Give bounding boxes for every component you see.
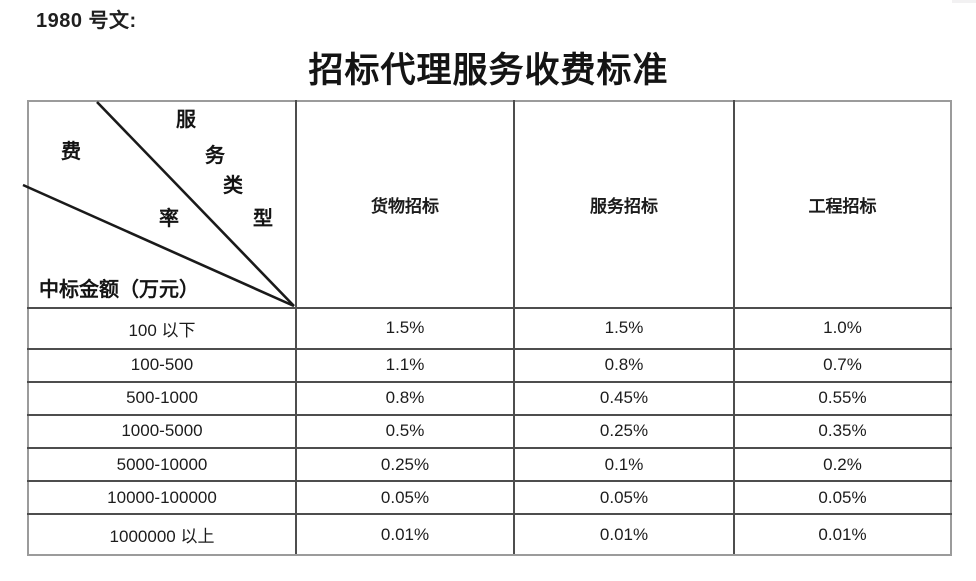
fee-value-cell: 0.25% <box>295 447 515 483</box>
fee-value-cell: 0.05% <box>513 480 735 516</box>
fee-value-cell: 0.01% <box>295 513 515 556</box>
fee-value-cell: 1.1% <box>295 347 515 383</box>
doc-ref: 1980 号文: <box>36 10 137 32</box>
service-type-label-char: 务 <box>205 145 225 167</box>
fee-value-cell: 0.55% <box>733 380 952 416</box>
table-row: 10000-100000 0.05% 0.05% 0.05% <box>27 480 952 516</box>
table-row: 100 以下 1.5% 1.5% 1.0% <box>27 307 952 350</box>
service-type-label-char: 服 <box>176 109 196 131</box>
service-type-label-char: 型 <box>253 208 273 230</box>
row-label-cell: 5000-10000 <box>27 447 297 483</box>
fee-value-cell: 0.1% <box>513 447 735 483</box>
row-label-cell: 1000-5000 <box>27 413 297 450</box>
row-label-cell: 500-1000 <box>27 380 297 416</box>
column-header-works: 工程招标 <box>733 100 952 309</box>
row-label-cell: 10000-100000 <box>27 480 297 516</box>
table-row: 500-1000 0.8% 0.45% 0.55% <box>27 380 952 416</box>
row-axis-label: 中标金额（万元） <box>39 279 199 301</box>
table-row: 5000-10000 0.25% 0.1% 0.2% <box>27 447 952 483</box>
diagonal-header-cell: 费 率 服 务 类 型 中标金额（万元） <box>22 100 297 309</box>
row-label-cell: 1000000 以上 <box>27 513 297 556</box>
fee-value-cell: 0.2% <box>733 447 952 483</box>
page-title: 招标代理服务收费标准 <box>308 51 669 90</box>
screenshot-edge-artifact <box>952 0 976 3</box>
column-header-services: 服务招标 <box>513 100 735 309</box>
fee-value-cell: 0.7% <box>733 347 952 383</box>
fee-value-cell: 0.01% <box>733 513 952 556</box>
service-type-label-char: 类 <box>223 175 243 197</box>
fee-table: 费 率 服 务 类 型 中标金额（万元） 货物招标 服务招标 工程招标 100 … <box>22 100 952 556</box>
row-label-cell: 100-500 <box>27 347 297 383</box>
column-header-goods: 货物招标 <box>295 100 515 309</box>
fee-value-cell: 1.5% <box>295 307 515 350</box>
fee-value-cell: 0.05% <box>295 480 515 516</box>
table-row: 1000-5000 0.5% 0.25% 0.35% <box>27 413 952 450</box>
fee-value-cell: 0.05% <box>733 480 952 516</box>
fee-rate-label-char: 费 <box>61 141 81 163</box>
fee-value-cell: 0.01% <box>513 513 735 556</box>
fee-value-cell: 0.35% <box>733 413 952 450</box>
row-label-cell: 100 以下 <box>27 307 297 350</box>
fee-value-cell: 0.8% <box>295 380 515 416</box>
fee-value-cell: 1.0% <box>733 307 952 350</box>
fee-value-cell: 0.5% <box>295 413 515 450</box>
fee-value-cell: 0.8% <box>513 347 735 383</box>
fee-value-cell: 0.25% <box>513 413 735 450</box>
table-row: 100-500 1.1% 0.8% 0.7% <box>27 347 952 383</box>
fee-value-cell: 0.45% <box>513 380 735 416</box>
fee-value-cell: 1.5% <box>513 307 735 350</box>
diagonal-lines <box>22 101 295 308</box>
table-row: 1000000 以上 0.01% 0.01% 0.01% <box>27 513 952 556</box>
table-header-row: 费 率 服 务 类 型 中标金额（万元） 货物招标 服务招标 工程招标 <box>22 100 952 309</box>
fee-rate-label-char: 率 <box>159 208 179 230</box>
